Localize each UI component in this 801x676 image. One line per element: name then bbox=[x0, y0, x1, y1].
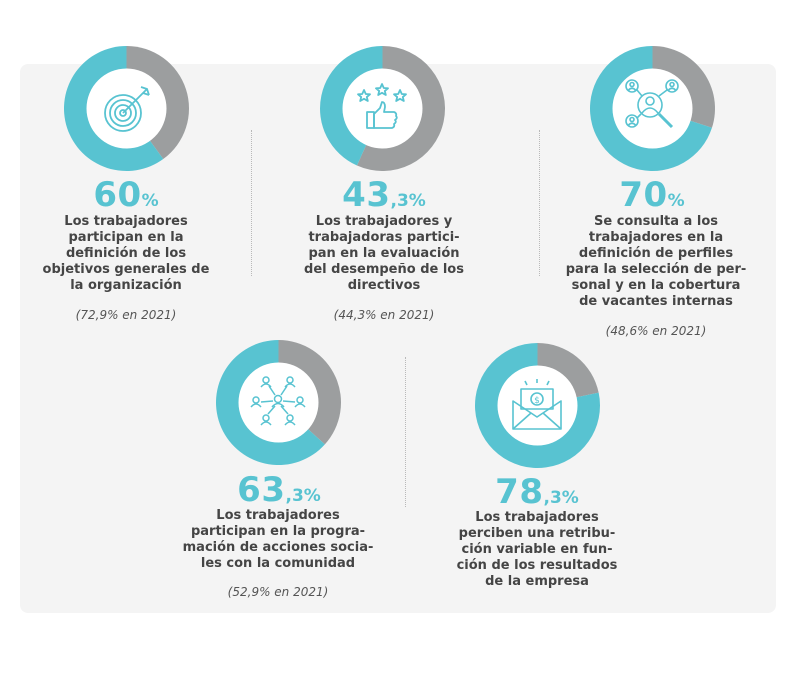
description-line: Se consulta a los bbox=[594, 214, 718, 229]
description-line: participan en la bbox=[68, 230, 184, 245]
description-line: ción variable en fun- bbox=[461, 542, 613, 557]
divider-1 bbox=[251, 130, 252, 276]
description-line: para la selección de per- bbox=[565, 262, 747, 277]
kpi-description-5: Los trabajadores perciben una retribu- c… bbox=[437, 510, 637, 590]
kpi-value-1: 60% bbox=[93, 175, 159, 215]
kpi-value-5: 78,3% bbox=[495, 472, 579, 512]
description-line: les con la comunidad bbox=[200, 556, 356, 571]
kpi-previous-1: (72,9% en 2021) bbox=[75, 308, 177, 322]
description-line: objetivos generales de bbox=[42, 262, 210, 277]
description-line: definición de perfiles bbox=[578, 246, 734, 261]
description-line: trabajadores en la bbox=[588, 230, 724, 245]
donut-chart-4 bbox=[216, 340, 342, 465]
kpi-previous-2: (44,3% en 2021) bbox=[333, 308, 435, 322]
kpi-description-2: Los trabajadores y trabajadoras partici-… bbox=[284, 214, 484, 294]
divider-3 bbox=[405, 357, 406, 507]
kpi-value-4: 63,3% bbox=[237, 470, 321, 510]
description-line: ción de los resultados bbox=[456, 558, 618, 573]
description-line: definición de los bbox=[65, 246, 187, 261]
svg-text:$: $ bbox=[534, 396, 540, 406]
description-line: trabajadoras partici- bbox=[308, 230, 460, 245]
network-people-icon bbox=[250, 376, 306, 426]
donut-chart-2 bbox=[320, 46, 446, 171]
kpi-previous-4: (52,9% en 2021) bbox=[227, 585, 329, 599]
description-line: Los trabajadores y bbox=[315, 214, 453, 229]
description-line: de vacantes internas bbox=[579, 294, 733, 309]
donut-hole bbox=[342, 68, 423, 149]
description-line: mación de acciones socia- bbox=[182, 540, 374, 555]
kpi-description-1: Los trabajadores participan en la defini… bbox=[26, 214, 226, 294]
description-line: Los trabajadores bbox=[475, 510, 599, 525]
description-line: Los trabajadores bbox=[216, 508, 340, 523]
target-icon bbox=[104, 86, 150, 132]
description-line: perciben una retribu- bbox=[458, 526, 616, 541]
divider-2 bbox=[539, 130, 540, 276]
description-line: participan en la progra- bbox=[190, 524, 366, 539]
description-line: de la empresa bbox=[485, 574, 589, 589]
kpi-description-4: Los trabajadores participan en la progra… bbox=[178, 508, 378, 572]
description-line: la organización bbox=[70, 278, 182, 293]
description-line: del desempeño de los bbox=[304, 262, 464, 277]
kpi-previous-3: (48,6% en 2021) bbox=[605, 324, 707, 338]
profile-search-icon bbox=[625, 79, 679, 129]
thumbs-up-stars-icon bbox=[357, 83, 407, 129]
description-line: directivos bbox=[347, 278, 421, 293]
description-line: Los trabajadores bbox=[64, 214, 188, 229]
description-line: sonal y en la cobertura bbox=[571, 278, 741, 293]
kpi-value-3: 70% bbox=[619, 175, 685, 215]
money-envelope-icon: $ bbox=[512, 379, 562, 430]
description-line: pan en la evaluación bbox=[308, 246, 460, 261]
kpi-description-3: Se consulta a los trabajadores en la def… bbox=[551, 214, 761, 310]
kpi-value-2: 43,3% bbox=[342, 175, 426, 215]
